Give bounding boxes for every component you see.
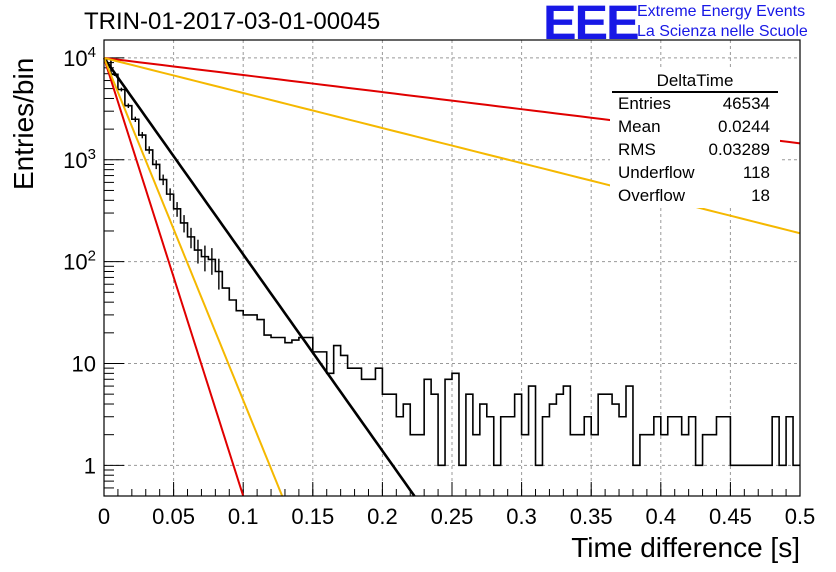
fit-line bbox=[103, 57, 245, 497]
stats-key: Mean bbox=[618, 117, 661, 136]
stats-key: RMS bbox=[618, 140, 656, 159]
stats-value: 0.03289 bbox=[708, 140, 770, 159]
x-tick-label: 0.15 bbox=[291, 504, 334, 529]
stats-value: 0.0244 bbox=[718, 117, 770, 136]
y-axis-label: Entries/bin bbox=[8, 57, 39, 190]
stats-divider bbox=[612, 91, 778, 93]
fit-line bbox=[102, 57, 416, 497]
x-tick-label: 0.3 bbox=[506, 504, 537, 529]
plot-frame bbox=[103, 39, 801, 497]
x-tick-label: 0.5 bbox=[785, 504, 816, 529]
x-tick-label: 0.4 bbox=[646, 504, 677, 529]
x-tick-label: 0.25 bbox=[431, 504, 474, 529]
x-tick-label: 0.05 bbox=[152, 504, 195, 529]
stats-key: Entries bbox=[618, 94, 671, 113]
x-tick-label: 0 bbox=[98, 504, 110, 529]
y-tick-label: 1 bbox=[84, 453, 96, 478]
logo-line-2: La Scienza nelle Scuole bbox=[637, 23, 808, 40]
stats-box: DeltaTime Entries 46534 Mean 0.0244 RMS … bbox=[610, 70, 780, 208]
chart-title: TRIN-01-2017-03-01-00045 bbox=[84, 8, 381, 35]
x-axis-label: Time difference [s] bbox=[571, 532, 800, 563]
stats-key: Underflow bbox=[618, 163, 695, 182]
stats-value: 118 bbox=[742, 163, 770, 182]
logo-line-1: Extreme Energy Events bbox=[637, 3, 806, 20]
eee-logo: EEE bbox=[543, 0, 640, 50]
y-tick-label: 10 bbox=[72, 351, 96, 376]
histogram-steps bbox=[104, 58, 800, 467]
y-tick-label: 104 bbox=[63, 44, 96, 71]
x-tick-label: 0.45 bbox=[709, 504, 752, 529]
y-tick-label: 103 bbox=[63, 146, 96, 173]
fit-line bbox=[103, 57, 284, 497]
y-tick-label: 102 bbox=[63, 248, 96, 275]
x-tick-label: 0.1 bbox=[228, 504, 259, 529]
stats-value: 46534 bbox=[722, 94, 770, 113]
stats-value: 18 bbox=[751, 186, 770, 205]
x-tick-label: 0.2 bbox=[367, 504, 398, 529]
stats-histogram-name: DeltaTime bbox=[656, 71, 734, 90]
stats-key: Overflow bbox=[618, 186, 686, 205]
x-tick-label: 0.35 bbox=[570, 504, 613, 529]
